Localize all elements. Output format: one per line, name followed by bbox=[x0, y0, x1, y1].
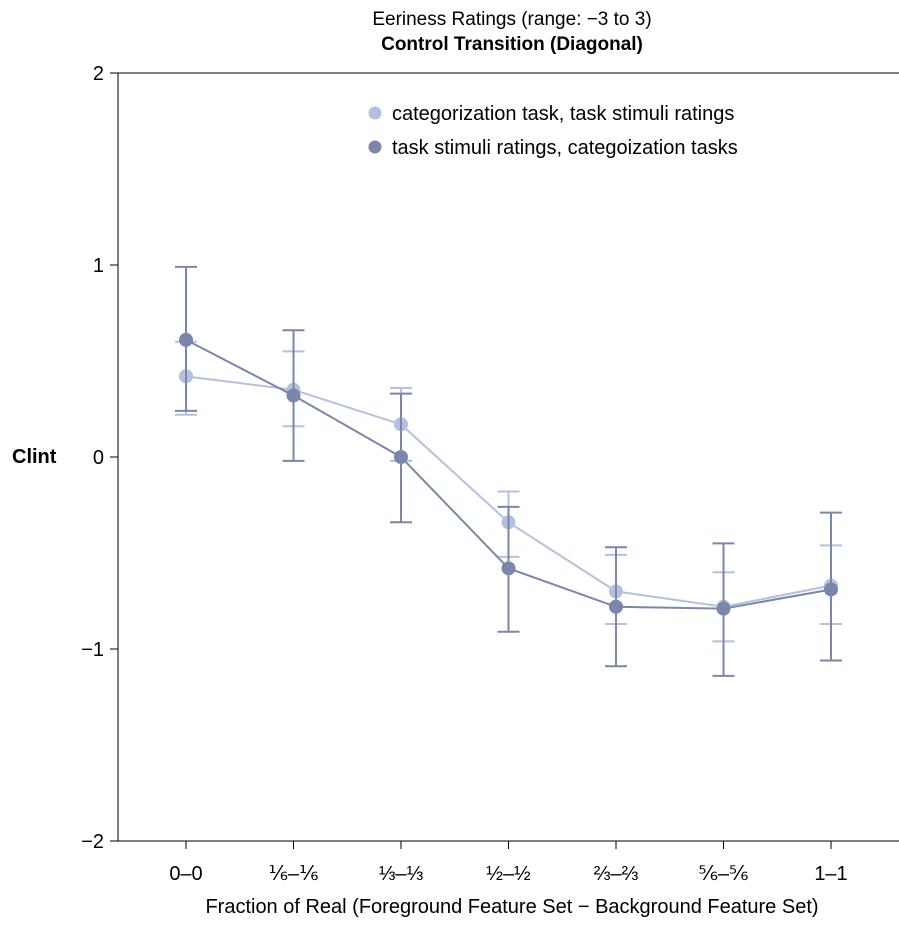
y-tick-label: −2 bbox=[81, 831, 104, 853]
chart-subtitle: Control Transition (Diagonal) bbox=[381, 34, 643, 55]
data-point bbox=[179, 332, 193, 347]
y-tick-label: −1 bbox=[81, 639, 104, 661]
x-axis-label: Fraction of Real (Foreground Feature Set… bbox=[205, 896, 818, 918]
data-point bbox=[501, 561, 516, 576]
y-axis-label: Clint bbox=[12, 446, 57, 468]
x-tick-label: ⅙–⅙ bbox=[269, 863, 319, 885]
data-point bbox=[609, 599, 623, 614]
legend-label: task stimuli ratings, categoization task… bbox=[392, 137, 738, 159]
legend: categorization task, task stimuli rating… bbox=[368, 103, 738, 159]
y-axis: 2 1 0 −1 −2 bbox=[81, 63, 118, 853]
y-tick-label: 0 bbox=[93, 447, 104, 469]
x-axis: 0–0 ⅙–⅙ ⅓–⅓ ½–½ ⅔–⅔ ⅚–⅚ 1–1 bbox=[169, 841, 848, 885]
x-tick-label: ⅔–⅔ bbox=[594, 863, 639, 885]
y-tick-label: 2 bbox=[93, 63, 104, 85]
x-tick-label: 0–0 bbox=[169, 863, 202, 885]
x-tick-label: 1–1 bbox=[814, 863, 847, 885]
x-tick-label: ⅚–⅚ bbox=[699, 863, 749, 885]
plot-frame bbox=[117, 72, 899, 842]
data-point bbox=[286, 388, 301, 403]
data-point bbox=[824, 582, 838, 597]
x-tick-label: ½–½ bbox=[486, 863, 531, 885]
series-layer bbox=[175, 265, 842, 677]
series-2 bbox=[175, 265, 842, 677]
data-point bbox=[394, 450, 408, 464]
legend-label: categorization task, task stimuli rating… bbox=[392, 103, 734, 125]
x-tick-label: ⅓–⅓ bbox=[379, 863, 424, 885]
chart-title: Eeriness Ratings (range: −3 to 3) bbox=[372, 9, 651, 30]
legend-marker bbox=[368, 140, 382, 154]
y-tick-label: 1 bbox=[93, 255, 104, 277]
legend-marker bbox=[368, 106, 382, 120]
data-point bbox=[716, 601, 731, 616]
